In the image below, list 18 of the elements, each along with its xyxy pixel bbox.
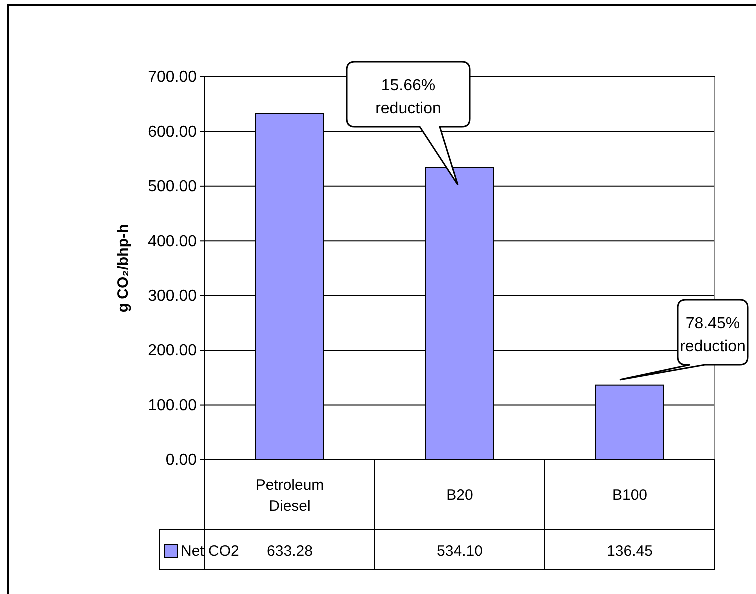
annotation: 15.66% reduction bbox=[376, 78, 442, 118]
text: 534.10 bbox=[437, 543, 483, 560]
y-tick-label: 0.00 bbox=[166, 452, 198, 470]
x-tick-label: B20 bbox=[446, 487, 474, 504]
legend-label: Net CO2 bbox=[181, 543, 240, 560]
text: 136.45 bbox=[607, 543, 653, 560]
annotation: 78.45% reduction bbox=[680, 316, 746, 356]
y-tick-label: 600.00 bbox=[148, 124, 198, 141]
text: 633.28 bbox=[267, 543, 313, 560]
y-tick-label: 200.00 bbox=[148, 342, 198, 360]
y-tick-label: 300.00 bbox=[148, 288, 198, 305]
x-tick-label: Petroleum Diesel bbox=[256, 477, 324, 515]
y-tick-label: 400.00 bbox=[148, 233, 198, 250]
y-tick-label: 700.00 bbox=[148, 69, 198, 86]
y-axis-title: g CO₂/bhp-h bbox=[115, 224, 132, 313]
y-tick-label: 100.00 bbox=[148, 397, 198, 414]
x-tick-label: B100 bbox=[612, 487, 648, 504]
y-tick-label: 500.00 bbox=[148, 178, 198, 196]
